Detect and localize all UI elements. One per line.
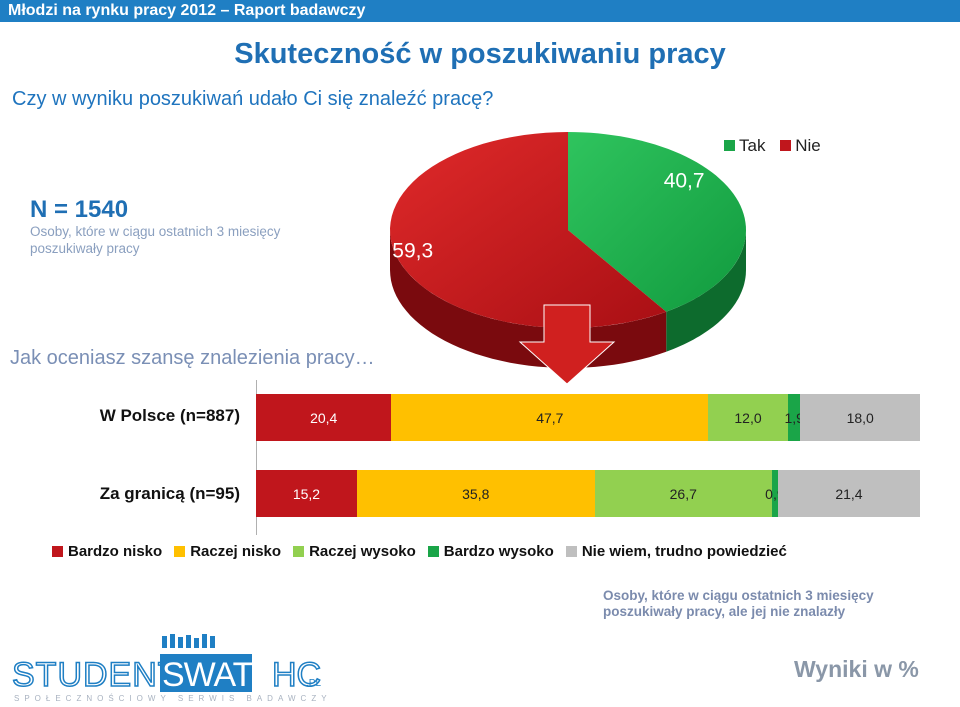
bar-segment: 15,2	[256, 470, 357, 517]
sample-size: N = 1540	[30, 196, 129, 223]
legend-tak-label: Tak	[739, 136, 766, 155]
logo-text-pl: .PL	[306, 678, 321, 689]
page-title: Skuteczność w poszukiwaniu pracy	[234, 38, 726, 70]
legend-nie-swatch	[780, 140, 792, 151]
legend-swatch	[52, 546, 63, 557]
legend-swatch	[565, 546, 577, 557]
bar-value-label: 1,9	[784, 409, 804, 426]
sample-description: Osoby, które w ciągu ostatnich 3 miesięc…	[30, 224, 281, 256]
legend-swatch	[427, 546, 439, 557]
units-note: Wyniki w %	[794, 656, 919, 682]
pie-side-nie	[390, 230, 667, 368]
bar-value-label: 35,8	[462, 485, 490, 502]
legend-item-nie-wiem: Nie wiem, trudno powiedzieć	[565, 543, 787, 560]
bar-legend: Bardzo nisko Raczej nisko Raczej wysoko …	[52, 543, 787, 560]
legend-label: Bardzo wysoko	[443, 543, 554, 560]
bar-segment: 1,9	[784, 394, 804, 441]
legend-label: Bardzo nisko	[68, 543, 163, 560]
bar-segment: 26,7	[594, 470, 772, 517]
bar-value-label: 18,0	[846, 409, 874, 426]
logo-text-student: STUDENT	[12, 656, 180, 694]
legend-nie-label: Nie	[795, 136, 821, 155]
logo-box	[160, 654, 252, 692]
question-found-job: Czy w wyniku poszukiwań udało Ci się zna…	[12, 88, 494, 110]
pie-slice-tak	[568, 132, 746, 312]
bar-segment: 21,4	[777, 470, 920, 517]
pie-slice-nie	[390, 132, 667, 328]
legend-label: Raczej wysoko	[309, 543, 416, 560]
bar-segment: 20,4	[256, 394, 392, 441]
legend-swatch	[293, 546, 305, 557]
bar-value-label: 47,7	[536, 409, 564, 426]
bar-value-label: 20,4	[310, 409, 338, 426]
bar-value-label: 15,2	[292, 485, 321, 502]
bar-category-abroad: Za granicą (n=95)	[99, 484, 240, 503]
legend-tak-swatch	[724, 140, 735, 151]
bar-sample-note: Osoby, które w ciągu ostatnich 3 miesięc…	[603, 588, 874, 619]
logo-text-swatch: SWATCH	[162, 656, 300, 694]
pie-value-label-tak: 40,7	[664, 170, 705, 193]
bar-segment: 18,0	[800, 394, 920, 441]
legend-item-raczej-nisko: Raczej nisko	[174, 543, 281, 560]
studentswatch-logo: STUDENT SWATCH HC .PL	[10, 634, 330, 699]
bar-segment: 12,0	[708, 394, 788, 441]
bar-value-label: 21,4	[835, 485, 863, 502]
pie-side-tak	[666, 230, 746, 352]
bar-axis	[256, 380, 257, 535]
header-bar: Młodzi na rynku pracy 2012 – Raport bada…	[0, 0, 960, 22]
question-job-chances: Jak oceniasz szansę znalezienia pracy…	[10, 347, 375, 369]
legend-item-bardzo-wysoko: Bardzo wysoko	[427, 543, 554, 560]
bar-category-poland: W Polsce (n=887)	[99, 406, 240, 425]
logo-text-hc: HC	[272, 656, 321, 694]
pie-chart: 40,7 59,3	[390, 132, 746, 385]
bar-segment: 47,7	[391, 394, 709, 441]
pie-legend: Tak Nie	[724, 136, 821, 156]
bar-value-label: 12,0	[734, 409, 762, 426]
logo-tagline: SPOŁECZNOŚCIOWY SERWIS BADAWCZY	[14, 694, 332, 703]
pie-value-label-nie: 59,3	[392, 240, 433, 263]
header-title: Młodzi na rynku pracy 2012 – Raport bada…	[8, 2, 366, 19]
bar-segment: 35,8	[356, 470, 595, 517]
legend-item-bardzo-nisko: Bardzo nisko	[52, 543, 162, 560]
legend-label: Raczej nisko	[190, 543, 282, 560]
legend-label: Nie wiem, trudno powiedzieć	[581, 543, 787, 560]
logo-bars-icon	[162, 634, 215, 648]
legend-item-raczej-wysoko: Raczej wysoko	[293, 543, 416, 560]
legend-swatch	[174, 546, 186, 557]
bar-value-label: 26,7	[669, 485, 697, 502]
down-arrow-icon	[518, 304, 616, 385]
